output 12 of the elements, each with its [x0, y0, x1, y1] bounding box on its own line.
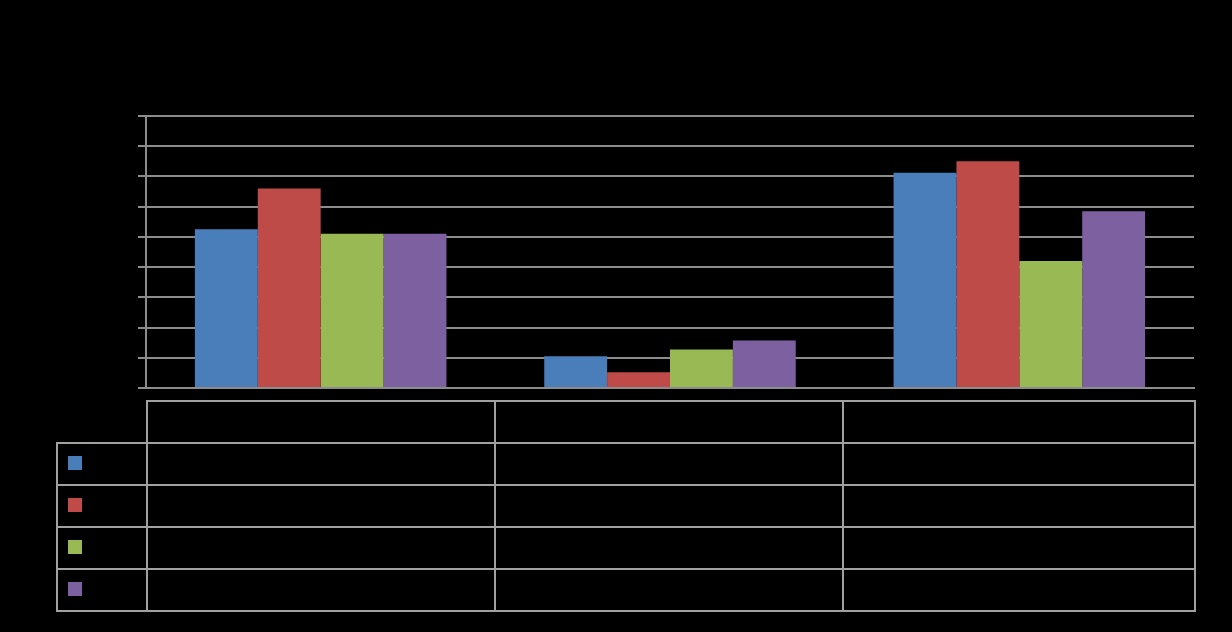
bar: [956, 161, 1020, 387]
bar: [893, 172, 957, 387]
bar: [670, 349, 733, 387]
bar: [1082, 211, 1146, 387]
bar: [194, 229, 258, 387]
bar: [732, 340, 796, 387]
bar: [320, 233, 384, 387]
bar: [607, 372, 670, 387]
bar: [544, 356, 608, 387]
bar: [1019, 261, 1083, 387]
bar: [383, 233, 447, 387]
bar: [257, 188, 321, 387]
